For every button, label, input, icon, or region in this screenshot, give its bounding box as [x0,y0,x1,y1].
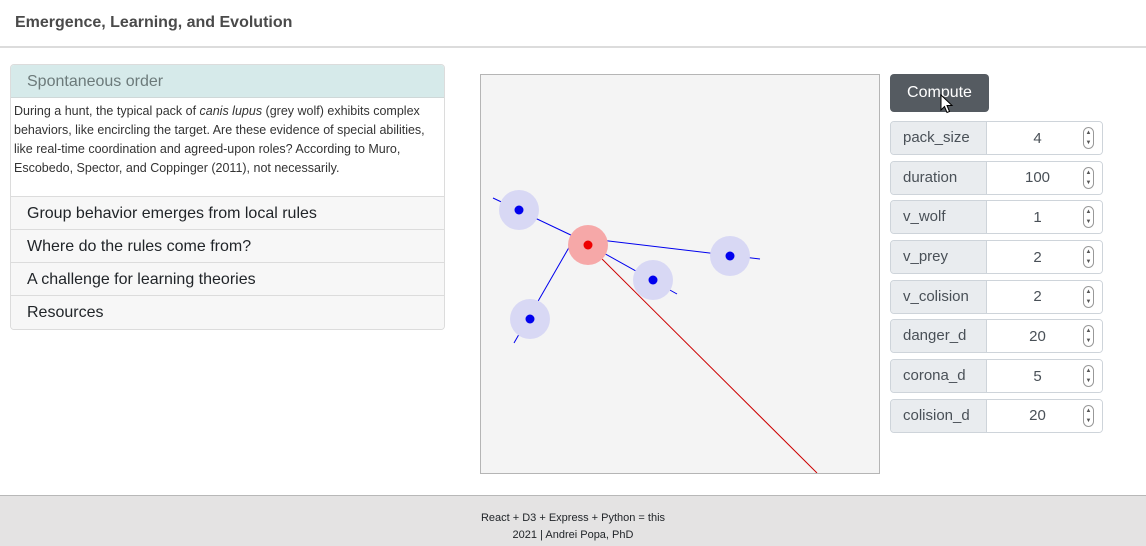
param-pack-size: pack_size ▲▼ [890,121,1103,155]
param-input-wrap: ▲▼ [987,161,1102,194]
v-wolf-input[interactable] [987,201,1102,234]
stepper-icon[interactable]: ▲ ▼ [1083,206,1094,229]
param-label: danger_d [891,320,987,353]
stepper-icon[interactable]: ▲ ▼ [1083,127,1094,149]
accordion-body: During a hunt, the typical pack of canis… [11,98,444,197]
footer-credits: 2021 | Andrei Popa, PhD [512,529,634,541]
stepper-icon[interactable]: ▲ ▼ [1083,166,1094,189]
param-label: duration [891,161,987,194]
param-input-wrap: ▲▼ [987,360,1102,393]
mouse-cursor-icon [940,94,954,114]
param-label: v_prey [891,241,987,274]
pack-size-input[interactable] [987,122,1102,154]
app-header: Emergence, Learning, and Evolution [0,0,1146,48]
stepper-icon[interactable]: ▲ ▼ [1083,404,1094,427]
accordion-item-group-behavior[interactable]: Group behavior emerges from local rules [11,197,444,230]
param-input-wrap: ▲▼ [987,320,1102,353]
param-v-prey: v_prey ▲▼ [890,240,1103,275]
param-input-wrap: ▲▼ [987,241,1102,274]
danger-d-input[interactable] [987,320,1102,353]
compute-button[interactable]: Compute [890,74,989,112]
duration-input[interactable] [987,161,1102,194]
prey-trajectory [587,244,818,473]
stepper-icon[interactable]: ▲ ▼ [1083,325,1094,348]
stepper-icon[interactable]: ▲ ▼ [1083,285,1094,308]
v-colision-input[interactable] [987,280,1102,313]
param-label: corona_d [891,360,987,393]
param-input-wrap: ▲▼ [987,280,1102,313]
page-footer: React + D3 + Express + Python = this 202… [0,495,1146,546]
param-v-colision: v_colision ▲▼ [890,279,1103,314]
wolf-marker [648,275,658,285]
colision-d-input[interactable] [987,399,1102,432]
wolf-marker [514,205,524,215]
simulation-canvas [480,74,880,474]
wolf-marker [725,251,735,261]
param-label: pack_size [891,122,987,154]
v-prey-input[interactable] [987,241,1102,274]
param-label: v_wolf [891,201,987,234]
accordion-item-resources[interactable]: Resources [11,296,444,329]
param-danger-d: danger_d ▲▼ [890,319,1103,354]
param-input-wrap: ▲▼ [987,399,1102,432]
param-colision-d: colision_d ▲▼ [890,398,1103,433]
param-input-wrap: ▲▼ [987,122,1102,154]
body-text-species: canis lupus [199,104,263,118]
topics-accordion: Spontaneous order During a hunt, the typ… [10,64,445,330]
app-title: Emergence, Learning, and Evolution [15,14,293,31]
footer-tech-stack: React + D3 + Express + Python = this [480,512,666,524]
param-corona-d: corona_d ▲▼ [890,359,1103,394]
wolf-marker [525,314,535,324]
stepper-icon[interactable]: ▲ ▼ [1083,365,1094,388]
param-duration: duration ▲▼ [890,160,1103,195]
param-label: v_colision [891,280,987,313]
accordion-item-spontaneous-order[interactable]: Spontaneous order [11,65,444,98]
param-input-wrap: ▲▼ [987,201,1102,234]
accordion-item-learning-challenge[interactable]: A challenge for learning theories [11,263,444,296]
prey-marker [583,240,593,250]
simulation-svg [492,190,818,473]
body-text-2: (grey wolf) exhibits complex behaviors, … [14,104,425,175]
controls-panel: Compute pack_size▲▼duration▲▼v_wolf▲▼v_p… [890,74,1103,439]
corona-d-input[interactable] [987,360,1102,393]
param-v-wolf: v_wolf ▲▼ [890,200,1103,235]
body-text-1: During a hunt, the typical pack of [14,104,200,118]
param-label: colision_d [891,399,987,432]
accordion-item-rules-origin[interactable]: Where do the rules come from? [11,230,444,263]
stepper-icon[interactable]: ▲ ▼ [1083,246,1094,269]
